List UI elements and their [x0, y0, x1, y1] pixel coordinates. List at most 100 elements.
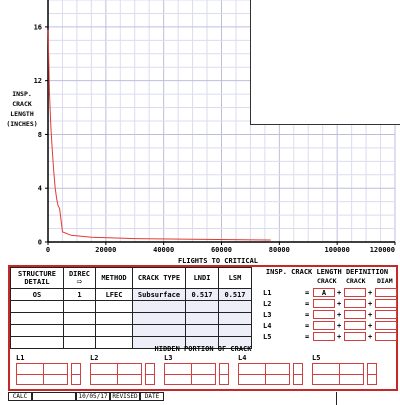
hidden-group-label: L3 [164, 354, 173, 362]
crack-length-definition: INSP. CRACK LENGTH DEFINITION CRACK CRAC… [257, 268, 397, 358]
y-tick-label: 8 [38, 131, 42, 139]
x-tick-label: 20000 [95, 246, 116, 254]
defn-row-label: L4 [263, 322, 272, 330]
header-method: METHOD [95, 267, 133, 289]
hidden-group: L1 [16, 354, 81, 385]
hidden-group: L3 [164, 354, 229, 385]
hidden-input-side[interactable] [145, 363, 155, 385]
x-tick-label: 60000 [211, 246, 232, 254]
defn-row: L3 = + + [257, 310, 397, 321]
x-axis-label: FLIGHTS TO CRITICAL [178, 257, 258, 265]
hidden-input-main[interactable] [90, 363, 142, 385]
y-label-line: (INCHES) [6, 120, 37, 128]
y-tick-label: 0 [38, 239, 42, 247]
header-crack-type: CRACK TYPE [132, 267, 186, 289]
definition-title: INSP. CRACK LENGTH DEFINITION [265, 268, 389, 276]
defn-input-crack-2[interactable] [344, 310, 366, 319]
inspection-form: STRUCTURE DETAIL DIREC ⇨ METHOD CRACK TYP… [8, 265, 398, 391]
table-row [10, 336, 252, 349]
defn-input-crack-2[interactable] [344, 332, 366, 341]
hidden-portion-title: HIDDEN PORTION OF CRACK [154, 345, 252, 353]
y-label-line: LENGTH [10, 110, 34, 118]
hidden-input-side[interactable] [219, 363, 229, 385]
x-tick-label: 80000 [269, 246, 290, 254]
plus-sign: + [368, 311, 373, 319]
x-ticks: 0 20000 40000 60000 80000 100000 120000 [46, 242, 396, 254]
table-row: OS 1 LFEC Subsurface 0.517 0.517 [10, 288, 252, 301]
y-tick-label: 12 [34, 77, 42, 85]
cell-lsm[interactable]: 0.517 [218, 288, 252, 301]
defn-input-crack-1[interactable] [313, 321, 335, 330]
defn-row-label: L3 [263, 311, 272, 319]
hidden-group: L5 [312, 354, 377, 385]
cell-direc[interactable]: 1 [63, 288, 96, 301]
calc-label: CALC [8, 392, 32, 401]
header-lndi: LNDI [185, 267, 219, 289]
defn-input-crack-1[interactable] [313, 299, 335, 308]
defn-row-label: L2 [263, 300, 272, 308]
hidden-input-main[interactable] [312, 363, 364, 385]
plus-sign: + [368, 289, 373, 297]
arrow-icon: ⇨ [76, 277, 83, 287]
defn-header-diam: DIAM [377, 277, 393, 285]
cell-detail[interactable]: OS [10, 288, 64, 301]
cell-lndi[interactable]: 0.517 [185, 288, 219, 301]
y-tick-label: 16 [34, 23, 42, 31]
defn-header-crack-2: CRACK [346, 277, 366, 285]
y-label-line: INSP. [12, 90, 32, 98]
defn-input-diam[interactable] [375, 310, 397, 319]
y-axis-label: INSP. CRACK LENGTH (INCHES) [6, 90, 37, 128]
defn-input-crack-2[interactable] [344, 321, 366, 330]
plus-sign: + [337, 289, 342, 297]
hidden-group: L4 [238, 354, 303, 385]
plus-sign: + [337, 333, 342, 341]
hidden-input-main[interactable] [238, 363, 290, 385]
x-tick-label: 40000 [153, 246, 174, 254]
defn-input-diam[interactable] [375, 332, 397, 341]
cell-method[interactable]: LFEC [95, 288, 133, 301]
table-row [10, 324, 252, 337]
date-label: DATE [140, 392, 164, 401]
overlay-panel [250, 0, 400, 125]
defn-input-crack-1[interactable] [313, 310, 335, 319]
defn-header-crack-1: CRACK [317, 277, 337, 285]
defn-input-crack-1[interactable]: A [313, 288, 335, 297]
hidden-input-main[interactable] [16, 363, 68, 385]
cell-crack-type[interactable]: Subsurface [132, 288, 186, 301]
plus-sign: + [368, 322, 373, 330]
table-row [10, 312, 252, 325]
plus-sign: + [368, 333, 373, 341]
hidden-group: L2 [90, 354, 155, 385]
x-tick-label: 100000 [325, 246, 350, 254]
hidden-group-label: L2 [90, 354, 99, 362]
equals-sign: = [305, 289, 310, 297]
x-tick-label: 120000 [370, 246, 395, 254]
defn-input-crack-2[interactable] [344, 299, 366, 308]
plus-sign: + [337, 300, 342, 308]
date-value: 10/05/17 [76, 392, 110, 401]
defn-row: L4 = + + [257, 321, 397, 332]
plus-sign: + [368, 300, 373, 308]
equals-sign: = [305, 333, 310, 341]
defn-input-diam[interactable] [375, 299, 397, 308]
plus-sign: + [337, 322, 342, 330]
hidden-input-main[interactable] [164, 363, 216, 385]
hidden-group-label: L1 [16, 354, 25, 362]
defn-input-crack-2[interactable] [344, 288, 366, 297]
divider [336, 392, 337, 405]
defn-input-crack-1[interactable] [313, 332, 335, 341]
header-lsm: LSM [218, 267, 252, 289]
y-ticks: 0 4 8 12 16 [34, 23, 48, 247]
equals-sign: = [305, 300, 310, 308]
y-tick-label: 4 [38, 185, 42, 193]
plus-sign: + [337, 311, 342, 319]
revised-label: REVISED [110, 392, 140, 401]
defn-input-diam[interactable] [375, 288, 397, 297]
equals-sign: = [305, 322, 310, 330]
calc-field[interactable] [32, 392, 76, 401]
defn-input-diam[interactable] [375, 321, 397, 330]
hidden-input-side[interactable] [367, 363, 377, 385]
hidden-input-side[interactable] [71, 363, 81, 385]
hidden-input-side[interactable] [293, 363, 303, 385]
series-group [47, 29, 271, 241]
